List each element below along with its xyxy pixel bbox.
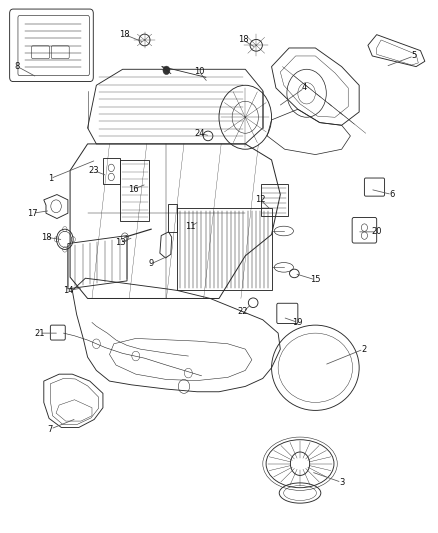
- Text: 22: 22: [238, 308, 248, 316]
- Text: 12: 12: [255, 196, 266, 204]
- Text: 1: 1: [48, 174, 53, 183]
- Text: 2: 2: [361, 345, 366, 353]
- Text: 18: 18: [41, 233, 51, 241]
- Text: 11: 11: [185, 222, 196, 231]
- Bar: [177, 208, 272, 290]
- Text: 16: 16: [128, 185, 139, 193]
- Text: 8: 8: [15, 62, 20, 71]
- Text: 3: 3: [339, 478, 344, 487]
- Text: 13: 13: [115, 238, 126, 247]
- Text: 10: 10: [194, 68, 205, 76]
- Bar: [168, 204, 177, 232]
- Text: 9: 9: [148, 260, 154, 268]
- Bar: [120, 160, 149, 221]
- Circle shape: [163, 66, 170, 75]
- Text: 18: 18: [238, 36, 248, 44]
- Text: 17: 17: [28, 209, 38, 217]
- Text: 19: 19: [293, 318, 303, 327]
- Text: 23: 23: [89, 166, 99, 175]
- Text: 15: 15: [310, 276, 321, 284]
- Text: 14: 14: [63, 286, 73, 295]
- Text: 21: 21: [34, 329, 45, 337]
- Text: 4: 4: [302, 84, 307, 92]
- Bar: [103, 158, 120, 184]
- Bar: [261, 184, 288, 216]
- Text: 5: 5: [411, 52, 417, 60]
- Text: 18: 18: [120, 30, 130, 39]
- Text: 24: 24: [194, 129, 205, 138]
- Text: 7: 7: [48, 425, 53, 433]
- Text: 6: 6: [389, 190, 395, 199]
- Text: 20: 20: [371, 228, 382, 236]
